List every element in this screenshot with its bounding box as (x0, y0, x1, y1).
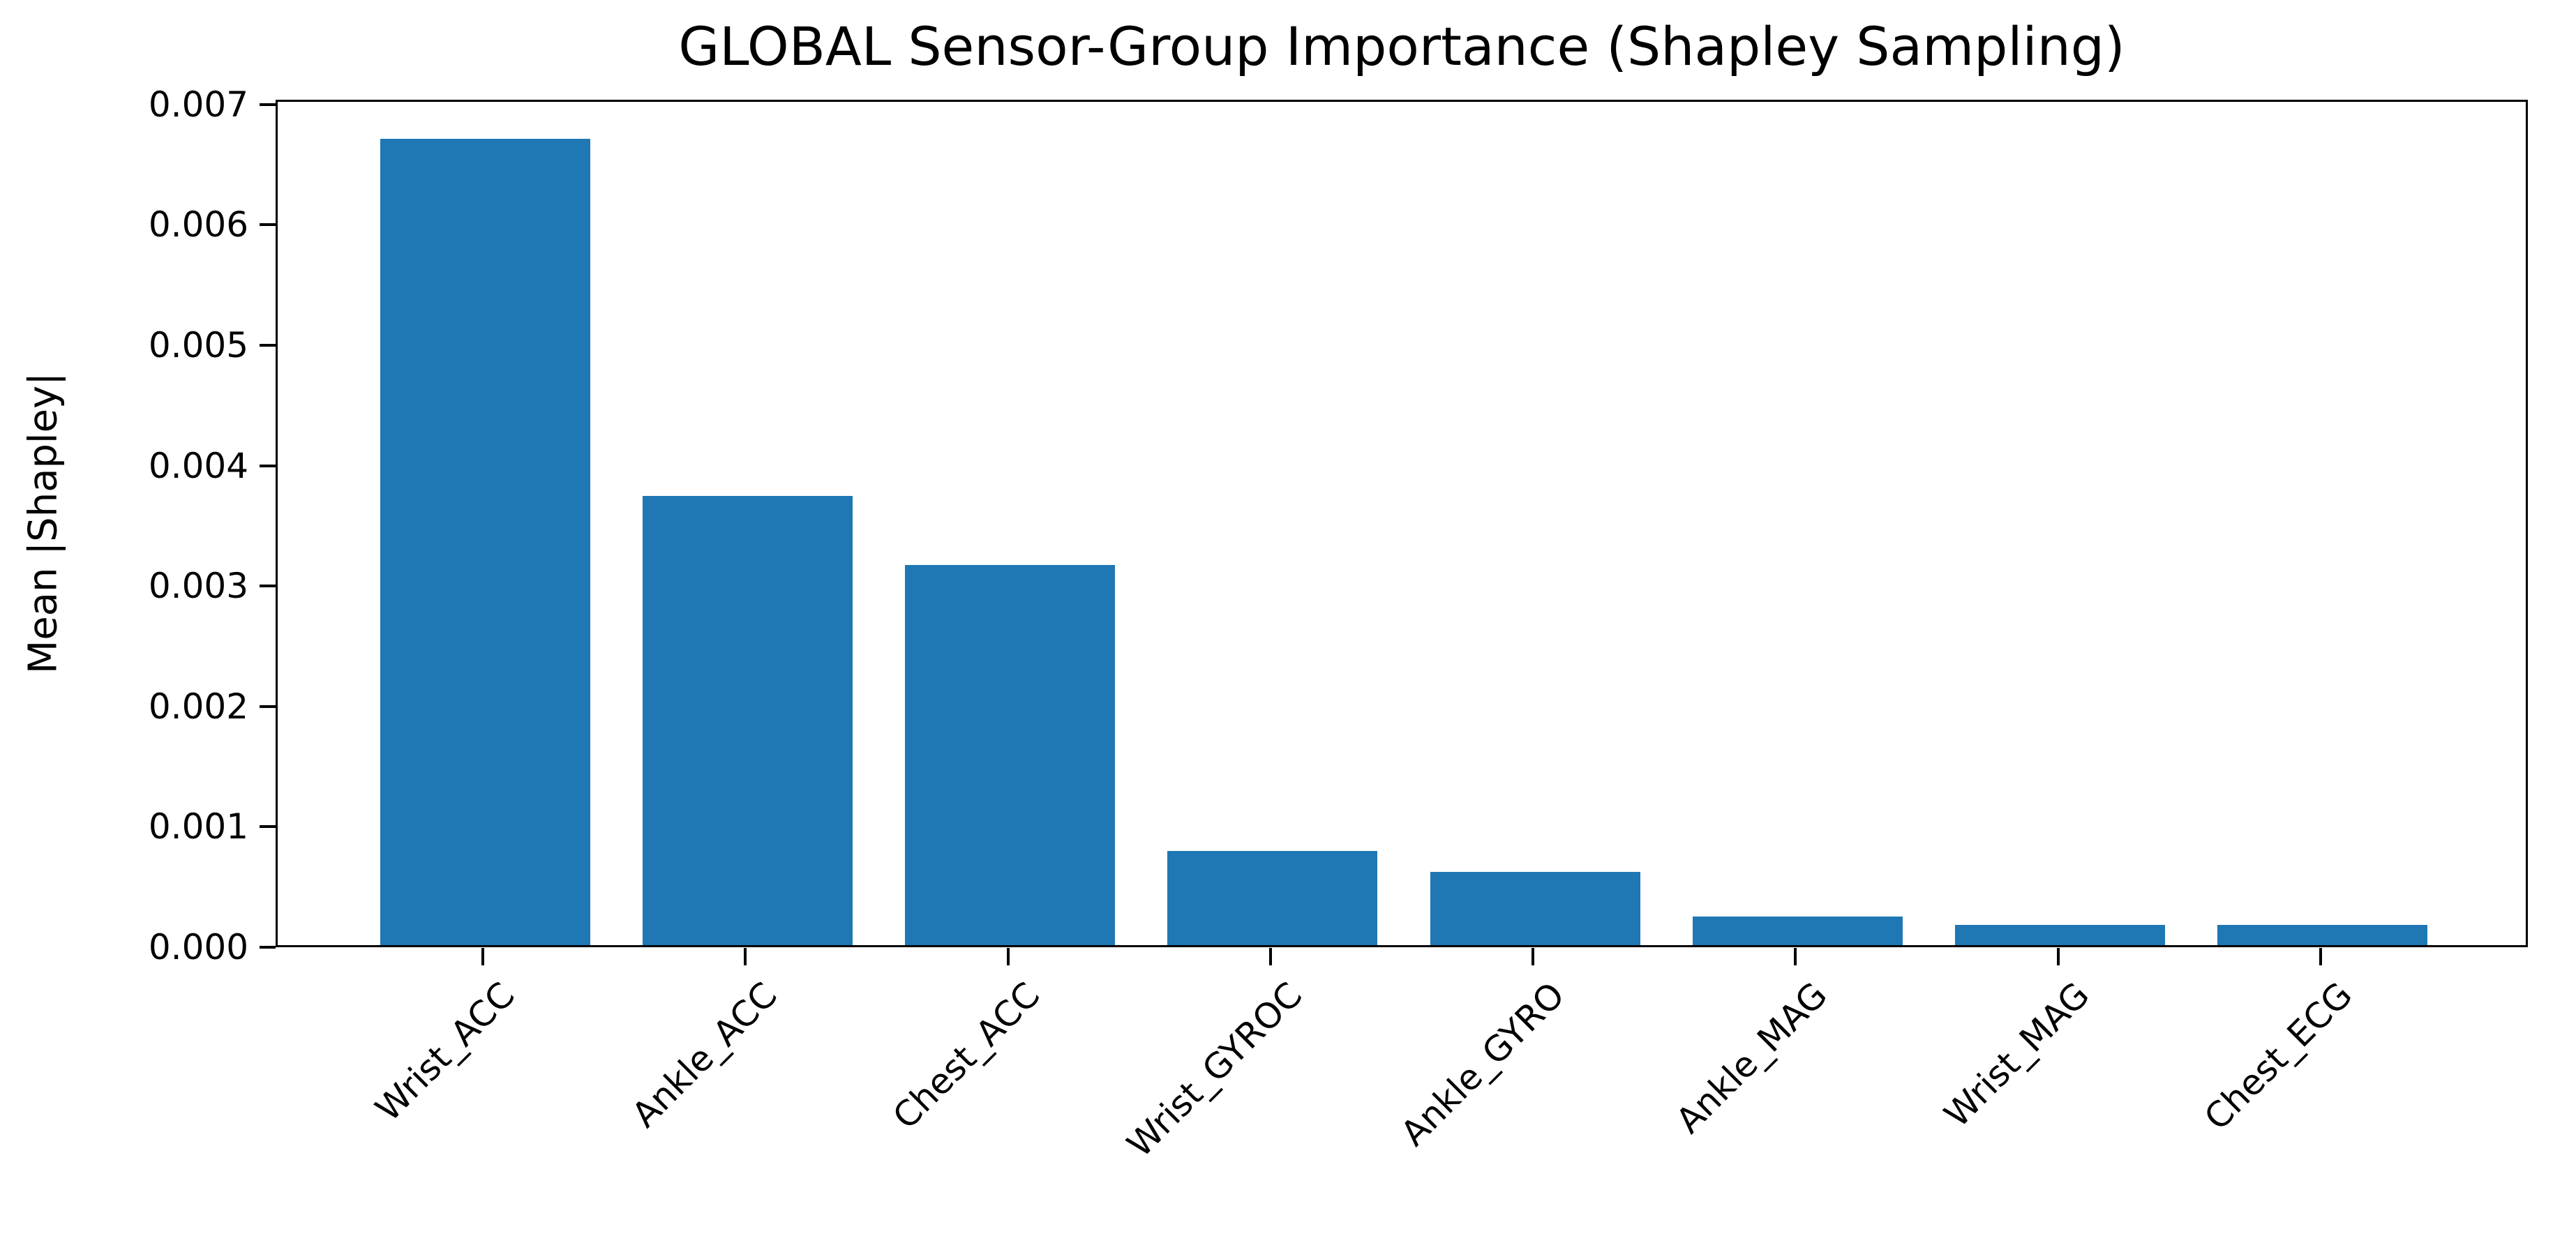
bar-Ankle_ACC (642, 496, 853, 945)
bar-Wrist_MAG (1955, 924, 2166, 945)
plot-area (276, 100, 2528, 947)
y-axis-label-text: Mean |Shapley| (20, 372, 66, 674)
y-tick-mark (260, 946, 276, 949)
y-tick-label: 0.004 (148, 445, 248, 486)
y-tick-label: 0.005 (148, 325, 248, 366)
y-tick-label: 0.006 (148, 204, 248, 246)
bar-Chest_ACC (905, 564, 1116, 945)
bar-Wrist_GYROC (1167, 851, 1378, 945)
x-tick-mark (1794, 948, 1797, 965)
x-tick-mark (1532, 948, 1535, 965)
x-tick-mark (744, 948, 747, 965)
y-tick-mark (260, 825, 276, 829)
x-tick-label-Chest_ACC: Chest_ACC (885, 974, 1047, 1137)
x-tick-label-Wrist_ACC: Wrist_ACC (367, 974, 523, 1129)
x-tick-mark (2056, 948, 2060, 965)
y-tick-mark (260, 585, 276, 588)
x-tick-label-Wrist_MAG: Wrist_MAG (1936, 974, 2097, 1136)
x-tick-label-Wrist_GYROC: Wrist_GYROC (1119, 974, 1310, 1166)
x-tick-mark (481, 948, 485, 965)
bar-Ankle_MAG (1692, 916, 1903, 945)
x-tick-label-Chest_ECG: Chest_ECG (2196, 974, 2360, 1138)
y-tick-mark (260, 464, 276, 467)
y-tick-label: 0.001 (148, 806, 248, 847)
bar-Ankle_GYRO (1430, 871, 1640, 945)
bar-Wrist_ACC (380, 138, 590, 945)
y-tick-mark (260, 704, 276, 708)
y-tick-label: 0.007 (148, 84, 248, 125)
x-tick-label-Ankle_MAG: Ankle_MAG (1668, 974, 1835, 1141)
x-tick-mark (1268, 948, 1272, 965)
y-tick-label: 0.002 (148, 686, 248, 727)
y-tick-mark (260, 103, 276, 106)
y-tick-mark (260, 344, 276, 347)
bar-Chest_ECG (2217, 924, 2428, 945)
x-tick-label-Ankle_GYRO: Ankle_GYRO (1393, 974, 1573, 1154)
y-tick-label: 0.000 (148, 927, 248, 967)
x-tick-label-Ankle_ACC: Ankle_ACC (624, 974, 785, 1136)
y-tick-label: 0.003 (148, 566, 248, 607)
x-tick-mark (2319, 948, 2322, 965)
y-tick-mark (260, 223, 276, 227)
x-tick-mark (1006, 948, 1010, 965)
chart-title: GLOBAL Sensor-Group Importance (Shapley … (678, 15, 2125, 77)
